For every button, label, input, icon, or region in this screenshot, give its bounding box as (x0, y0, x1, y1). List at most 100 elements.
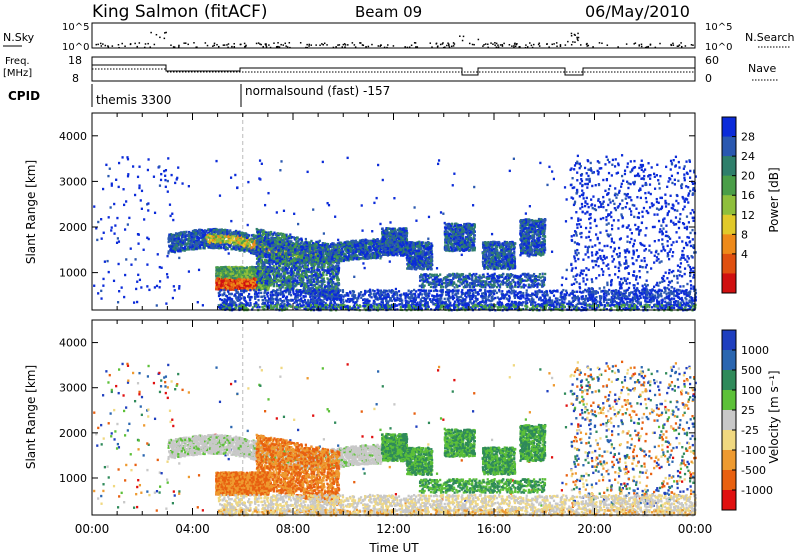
nsky-sample (352, 42, 354, 44)
nsky-sample (156, 34, 158, 36)
nsky-sample (226, 44, 228, 46)
echo-cell (688, 192, 690, 194)
echo-cell (665, 205, 667, 207)
echo-cell (668, 236, 670, 238)
echo-cell (602, 206, 604, 208)
nsky-sample (368, 46, 370, 48)
echo-cell (660, 250, 662, 252)
echo-cell (188, 270, 190, 272)
nsky-sample (571, 33, 573, 35)
echo-cell (626, 202, 628, 204)
nsky-sample (315, 44, 317, 46)
echo-cell (635, 208, 637, 210)
echo-cell (663, 287, 665, 289)
echo-cell (188, 185, 190, 187)
echo-cell (171, 174, 173, 176)
echo-cell (633, 274, 635, 276)
echo-cell (561, 276, 563, 278)
echo-cell (161, 267, 163, 269)
nsky-sample (444, 46, 446, 48)
echo-cell (627, 226, 629, 228)
echo-cell (624, 267, 626, 269)
echo-cell (620, 278, 622, 280)
nsky-sample (195, 46, 197, 48)
nsky-sample (565, 44, 567, 46)
echo-cell (692, 288, 694, 290)
echo-cell (571, 269, 573, 271)
echo-cell (228, 252, 230, 254)
echo-cell (577, 258, 579, 260)
echo-cell (612, 159, 614, 161)
nsky-sample (469, 43, 471, 45)
echo-cell (650, 251, 652, 253)
echo-cell (116, 217, 118, 219)
echo-cell (172, 297, 174, 299)
echo-cell (334, 216, 336, 218)
echo-cell (267, 192, 269, 194)
echo-cell (619, 281, 621, 283)
echo-cell (140, 199, 142, 201)
echo-cell (676, 240, 678, 242)
nsky-sample (685, 45, 687, 47)
nsky-sample (333, 47, 335, 49)
echo-cell (659, 187, 661, 189)
echo-cell (684, 273, 686, 275)
echo-cell (612, 200, 614, 202)
echo-cell (611, 224, 613, 226)
nsky-sample (553, 43, 555, 45)
echo-cell (613, 250, 615, 252)
nsky-sample (681, 46, 683, 48)
echo-cell (138, 166, 140, 168)
echo-cell (625, 262, 627, 264)
nave-tick-top: 60 (705, 54, 719, 67)
echo-cell (677, 269, 679, 271)
nsky-trace (96, 32, 694, 49)
echo-cell (130, 263, 132, 265)
nsky-sample (324, 43, 326, 45)
echo-cell (132, 165, 134, 167)
nsky-sample (285, 45, 287, 47)
echo-cell (633, 160, 635, 162)
echo-cell (659, 281, 661, 283)
echo-cell (690, 245, 692, 247)
echo-cell (264, 204, 266, 206)
nsky-sample (283, 44, 285, 46)
echo-cell (247, 224, 249, 226)
echo-cell (644, 234, 646, 236)
echo-cell (668, 203, 670, 205)
echo-cell (158, 165, 160, 167)
echo-cell (597, 257, 599, 259)
nsky-sample (659, 43, 661, 45)
cpid-segment-2: normalsound (fast) -157 (245, 84, 390, 98)
echo-cell (656, 164, 658, 166)
echo-cell (630, 210, 632, 212)
echo-cell (650, 193, 652, 195)
echo-cell (579, 274, 581, 276)
echo-cell (629, 196, 631, 198)
nsky-sample (321, 43, 323, 45)
nsky-sample (323, 44, 325, 46)
echo-cell (673, 275, 675, 277)
nsky-sample (268, 44, 270, 46)
nsky-sample (108, 46, 110, 48)
echo-cell (605, 216, 607, 218)
echo-cell (586, 211, 588, 213)
echo-cell (551, 251, 553, 253)
echo-cell (138, 187, 140, 189)
echo-cell (632, 245, 634, 247)
echo-cell (690, 269, 692, 271)
echo-cell (585, 274, 587, 276)
nsky-sample (159, 37, 161, 39)
echo-cell (571, 196, 573, 198)
echo-cell (548, 166, 550, 168)
echo-cell (651, 202, 653, 204)
echo-cell (602, 262, 604, 264)
nsky-sample (270, 47, 272, 49)
echo-cell (574, 230, 576, 232)
echo-cell (632, 262, 634, 264)
nsky-sample (448, 45, 450, 47)
nsky-sample (599, 42, 601, 44)
echo-cell (585, 253, 587, 255)
echo-cell (618, 267, 620, 269)
echo-cell (627, 162, 629, 164)
